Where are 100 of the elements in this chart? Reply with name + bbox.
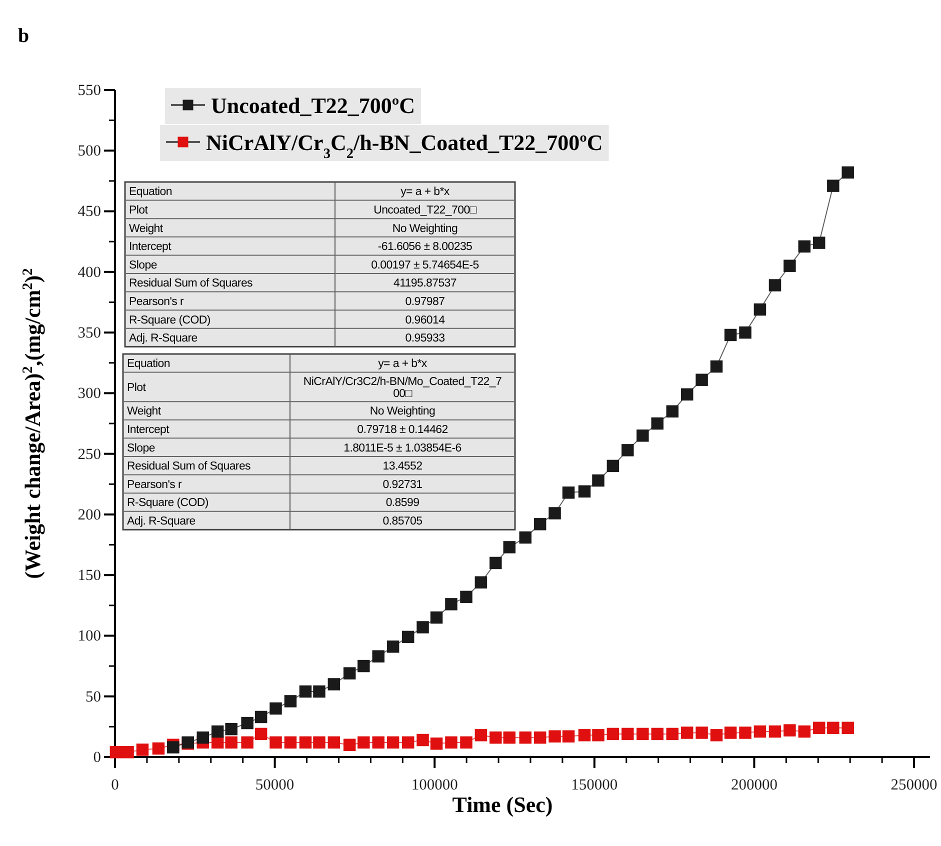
- annotation: 0.85705: [382, 516, 422, 528]
- annotation: Slope: [129, 259, 157, 272]
- point: [548, 730, 561, 743]
- point: [460, 736, 472, 749]
- point: [167, 741, 180, 754]
- annotation: Equation: [129, 186, 172, 198]
- y-tick-label: 200: [78, 506, 102, 524]
- point: [842, 166, 854, 179]
- point: [754, 303, 766, 316]
- y-tick-label: 350: [78, 324, 102, 342]
- legend-label: NiCrAlY/Cr$_{3}$C$_{2}$/h-BN_Coated_T22_700ºC: [206, 130, 603, 162]
- x-tick-label: 250000: [890, 776, 938, 794]
- y-tick-label: 100: [78, 628, 102, 645]
- annotation: Adj. R-Square: [129, 332, 198, 345]
- point: [460, 590, 472, 604]
- annotation: Weight: [129, 222, 164, 235]
- annotation: 0.96014: [405, 314, 446, 326]
- point: [313, 736, 326, 749]
- y-tick-label: 0: [93, 748, 102, 766]
- annotation: Residual Sum of Squares: [127, 460, 252, 473]
- point: [710, 729, 723, 742]
- annotation: NiCrAlY/Cr3C2/h-BN/Mo_Coated_T22_700□: [303, 376, 502, 400]
- annotation: 0.97987: [405, 296, 445, 308]
- point: [225, 722, 238, 736]
- annotation: Plot: [127, 382, 147, 394]
- point: [519, 731, 532, 744]
- point: [651, 728, 664, 740]
- point: [372, 650, 384, 662]
- point: [592, 474, 604, 487]
- point: [152, 742, 165, 755]
- point: [445, 598, 458, 610]
- point: [402, 736, 414, 749]
- annotation: Residual Sum of Squares: [129, 278, 254, 290]
- point: [211, 725, 224, 738]
- legend-label: Uncoated_T22_700ºC: [211, 93, 416, 118]
- point: [343, 667, 356, 680]
- y-tick-label: 400: [78, 264, 102, 281]
- point: [122, 746, 134, 758]
- point: [313, 685, 326, 698]
- chart-title: b: [18, 25, 30, 47]
- annotation: R-Square (COD): [127, 497, 209, 510]
- point: [474, 576, 488, 588]
- x-tick-label: 50000: [255, 776, 294, 794]
- point: [680, 388, 694, 401]
- point: [386, 736, 400, 749]
- point: [812, 722, 826, 734]
- point: [578, 485, 591, 498]
- x-axis-title: Time (Sec): [452, 792, 553, 817]
- point: [386, 640, 400, 653]
- point: [739, 326, 752, 339]
- annotation: Uncoated_T22_700□: [374, 204, 477, 216]
- annotation: 0.00197 ± 5.74654E-5: [371, 259, 479, 272]
- point: [490, 731, 502, 744]
- point: [416, 621, 429, 634]
- annotation: Intercept: [127, 424, 170, 436]
- point: [798, 240, 811, 253]
- point: [710, 360, 723, 373]
- point: [578, 729, 591, 742]
- annotation: 13.4552: [382, 460, 422, 473]
- point: [812, 236, 826, 249]
- annotation: No Weighting: [370, 406, 436, 418]
- point: [636, 728, 649, 740]
- point: [270, 736, 282, 749]
- annotation: Plot: [129, 204, 149, 216]
- point: [284, 695, 297, 708]
- point: [474, 729, 488, 742]
- point: [651, 417, 664, 430]
- x-tick-label: 0: [111, 776, 120, 794]
- y-tick-label: 250: [78, 446, 102, 463]
- annotation: 0.95933: [405, 332, 445, 345]
- annotation: Intercept: [129, 241, 172, 254]
- y-tick-label: 150: [78, 567, 102, 584]
- point: [534, 518, 546, 530]
- point: [606, 460, 620, 472]
- point: [225, 736, 238, 749]
- y-tick-label: 550: [78, 82, 102, 99]
- point: [430, 611, 443, 624]
- y-tick-label: 300: [78, 385, 102, 402]
- point: [254, 728, 268, 740]
- point: [110, 746, 122, 758]
- point: [358, 660, 370, 672]
- point: [784, 260, 796, 272]
- point: [445, 736, 458, 749]
- point: [622, 728, 634, 740]
- point: [196, 731, 210, 744]
- annotation: 0.79718 ± 0.14462: [357, 424, 448, 436]
- point: [503, 731, 516, 744]
- annotation: -61.6056 ± 8.00235: [378, 241, 472, 254]
- x-tick-label: 150000: [571, 776, 618, 794]
- point: [358, 736, 370, 749]
- point: [696, 374, 708, 386]
- point: [680, 726, 694, 739]
- point: [592, 729, 604, 742]
- annotation: Slope: [127, 442, 155, 454]
- annotation: 41195.87537: [394, 278, 456, 290]
- point: [328, 736, 340, 749]
- point: [328, 678, 340, 690]
- annotation: y= a + b*x: [400, 186, 450, 198]
- point: [606, 728, 620, 740]
- point: [827, 722, 840, 734]
